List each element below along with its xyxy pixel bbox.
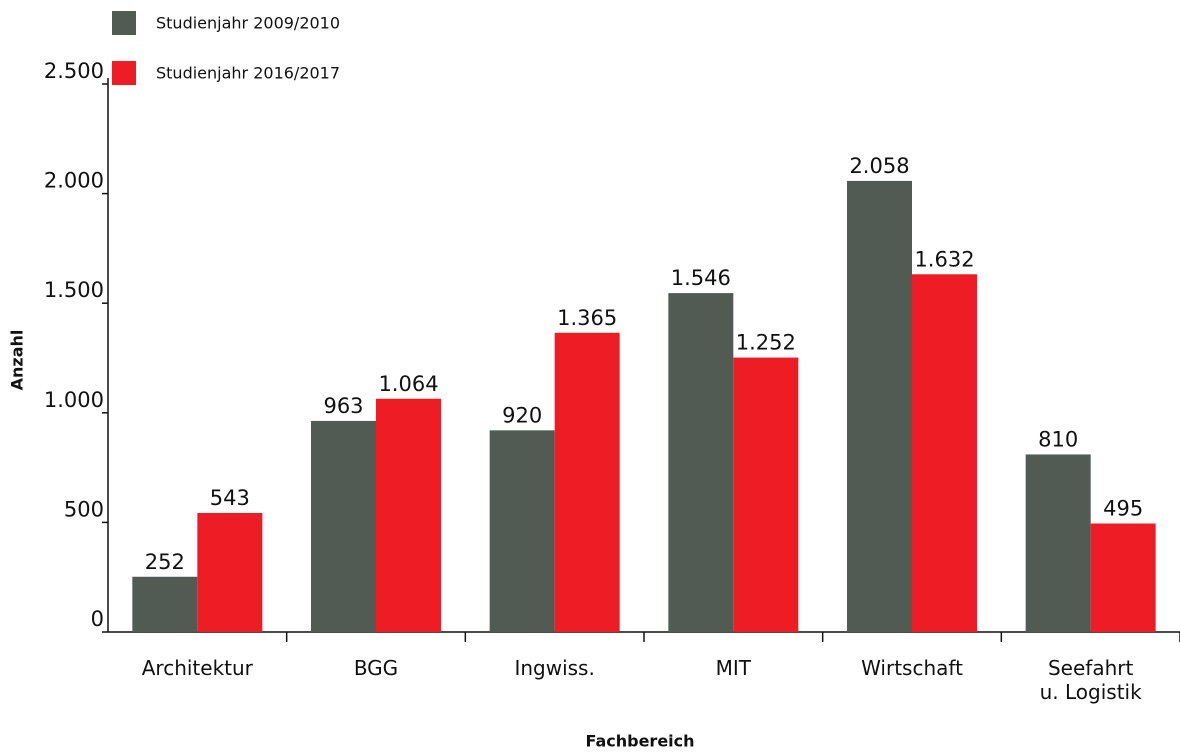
data-label: 920: [502, 403, 542, 427]
bar: [311, 420, 376, 632]
bar: [197, 512, 263, 632]
x-tick-label: Seefahrt u. Logistik: [1039, 656, 1142, 704]
bar: [668, 293, 734, 632]
x-tick-label: Ingwiss.: [514, 656, 595, 680]
legend-swatch: [112, 61, 136, 85]
data-label: 252: [145, 550, 185, 574]
y-tick-label: 1.500: [44, 278, 104, 302]
data-label: 1.252: [736, 331, 796, 355]
x-tick-label: MIT: [715, 656, 752, 680]
data-label: 2.058: [849, 154, 909, 178]
y-tick-label: 0: [91, 607, 104, 631]
y-tick-label: 2.000: [44, 169, 104, 193]
bar: [489, 430, 555, 632]
data-label: 543: [210, 486, 250, 510]
bar: [1090, 523, 1156, 632]
legend-label: Studienjahr 2009/2010: [156, 14, 340, 33]
bar: [554, 332, 620, 632]
data-label: 963: [323, 394, 363, 418]
x-tick-label: BGG: [353, 656, 399, 680]
bar: [132, 576, 198, 632]
legend-label: Studienjahr 2016/2017: [156, 64, 340, 83]
data-label: 810: [1038, 427, 1078, 451]
x-tick-label: Architektur: [141, 656, 253, 680]
x-tick-label: Wirtschaft: [861, 656, 963, 680]
data-label: 1.064: [378, 372, 438, 396]
y-tick-label: 1.000: [44, 388, 104, 412]
legend-swatch: [112, 11, 136, 35]
y-tick-label: 500: [64, 497, 104, 521]
bar: [376, 398, 441, 632]
bar: [912, 274, 977, 632]
data-label: 495: [1103, 496, 1143, 520]
bar: [733, 357, 799, 632]
data-label: 1.365: [557, 306, 617, 330]
y-tick-label: 2.500: [44, 59, 104, 83]
bar: [1025, 454, 1091, 632]
x-axis-title: Fachbereich: [585, 732, 694, 751]
data-label: 1.632: [914, 247, 974, 271]
bar: [847, 180, 912, 632]
y-axis-title: Anzahl: [8, 330, 27, 391]
data-label: 1.546: [671, 266, 731, 290]
